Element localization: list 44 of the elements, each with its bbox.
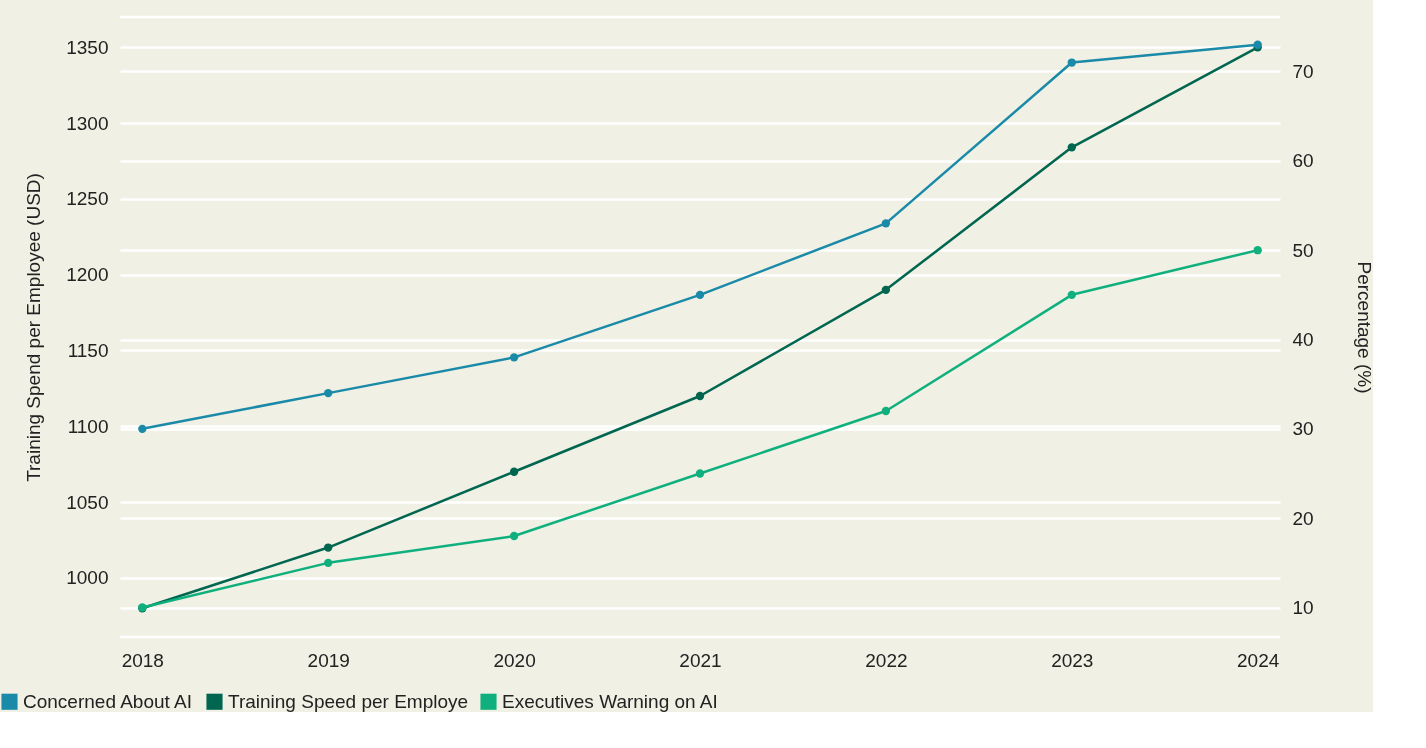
x-tick-label: 2021 (679, 649, 722, 671)
legend-label: Training Speed per Employe (228, 690, 469, 712)
y2-tick-label: 20 (1292, 507, 1314, 529)
legend-label: Executives Warning on AI (502, 690, 718, 712)
y2-axis-title: Percentage (%) (1353, 261, 1375, 394)
y-tick-label: 1350 (66, 36, 109, 58)
y2-tick-label: 30 (1292, 418, 1314, 440)
point (695, 290, 705, 300)
point (695, 391, 705, 401)
y-tick-label: 1050 (66, 491, 109, 513)
y-tick-label: 1000 (66, 567, 109, 589)
point (881, 406, 891, 416)
point (509, 531, 519, 541)
y2-tick-label: 40 (1292, 329, 1314, 351)
y-tick-label: 1250 (66, 188, 109, 210)
y-tick-label: 1150 (67, 340, 109, 361)
point (509, 467, 519, 476)
point (138, 424, 147, 434)
point (324, 543, 333, 552)
point (1067, 290, 1076, 300)
x-tick-label: 2018 (121, 649, 164, 671)
y2-tick-label: 60 (1292, 150, 1314, 172)
point (509, 353, 519, 362)
point (324, 558, 333, 568)
y-axis-title: Training Spend per Employee (USD) (23, 173, 45, 482)
point (881, 285, 891, 295)
point (1253, 246, 1262, 255)
x-tick-label: 2019 (307, 649, 350, 671)
y-tick-label: 1100 (67, 415, 109, 437)
point (1067, 58, 1076, 67)
x-tick-label: 2020 (493, 649, 536, 671)
point (881, 219, 891, 228)
point (695, 469, 705, 478)
legend-label: Concerned About AI (23, 690, 193, 712)
y-tick-label: 1200 (66, 264, 109, 286)
y2-tick-label: 50 (1292, 239, 1314, 261)
x-tick-label: 2022 (865, 649, 908, 671)
x-tick-label: 2023 (1051, 649, 1094, 671)
point (1067, 143, 1076, 152)
y2-tick-label: 70 (1292, 61, 1314, 82)
y-tick-label: 1300 (66, 112, 109, 134)
x-tick-label: 2024 (1237, 649, 1280, 671)
y2-tick-label: 10 (1292, 597, 1314, 619)
point (324, 388, 333, 398)
